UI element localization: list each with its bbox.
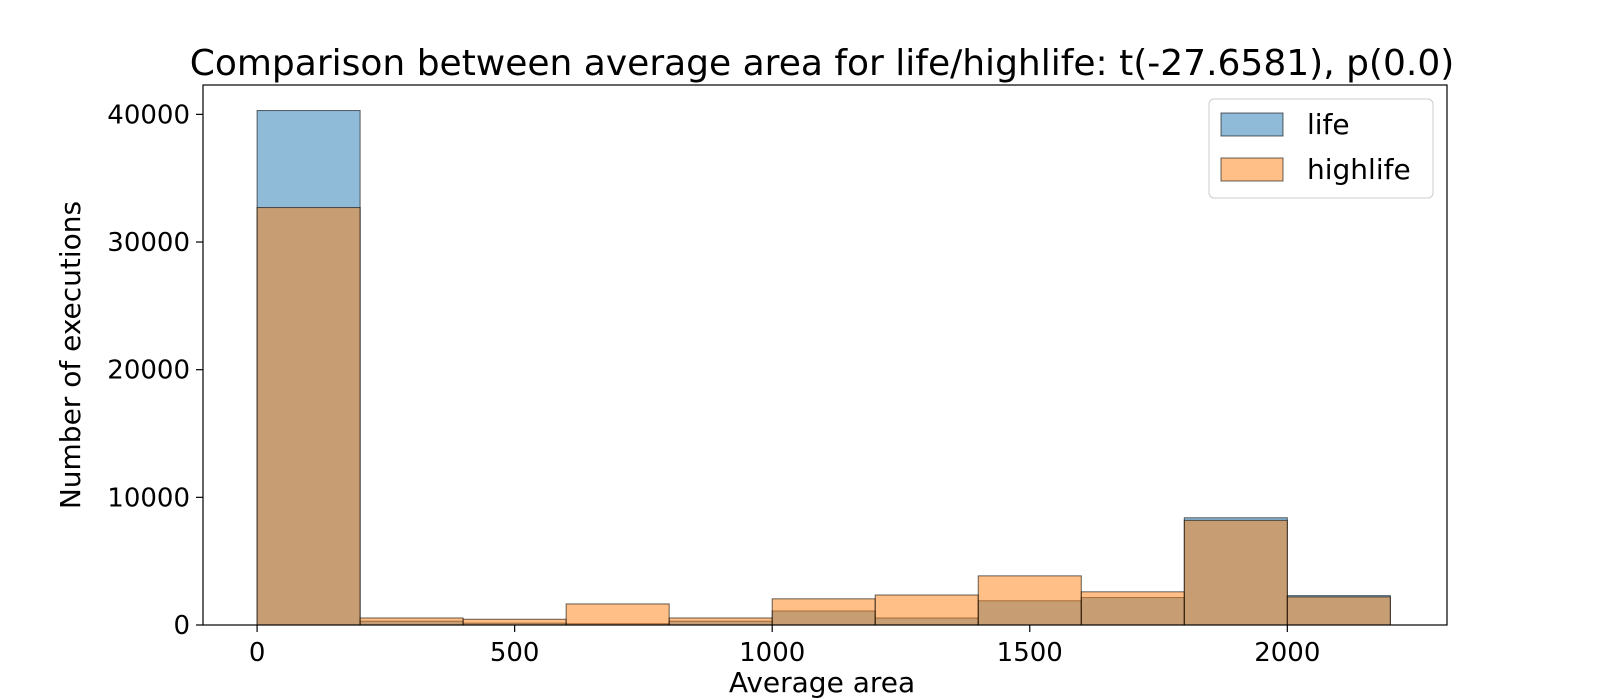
bar-highlife-bin-8: [1080, 591, 1185, 626]
legend: life highlife: [1208, 98, 1434, 199]
x-axis-label: Average area: [729, 666, 915, 699]
x-tick-label: 1000: [739, 638, 805, 668]
bar-highlife-bin-5: [771, 598, 876, 626]
bar-highlife-bin-6: [874, 594, 979, 626]
y-axis: 0 10000 20000 30000 40000: [107, 100, 203, 641]
y-tick-label: 30000: [107, 228, 190, 258]
bar-highlife-bin-10: [1286, 596, 1391, 626]
plot-frame: [202, 84, 1448, 626]
bars-layer: [256, 110, 1391, 626]
bar-highlife-bin-4: [668, 617, 773, 626]
y-tick-label: 20000: [107, 356, 190, 386]
y-tick-label: 0: [173, 611, 190, 641]
y-tick-label: 10000: [107, 483, 190, 513]
bar-highlife-bin-7: [977, 575, 1082, 626]
bar-highlife-bin-2: [462, 618, 567, 626]
bar-highlife-bin-0: [256, 207, 361, 626]
x-tick-label: 0: [249, 638, 266, 668]
legend-swatch-highlife: [1220, 157, 1284, 182]
x-tick-label: 2000: [1254, 638, 1320, 668]
chart-title: Comparison between average area for life…: [190, 43, 1455, 84]
y-axis-label: Number of executions: [54, 201, 87, 509]
x-axis: 0 500 1000 1500 2000: [249, 625, 1320, 668]
legend-label-life: life: [1307, 108, 1350, 141]
bar-highlife-bin-3: [565, 603, 670, 626]
legend-label-highlife: highlife: [1307, 153, 1411, 186]
y-tick-label: 40000: [107, 100, 190, 130]
bar-highlife-bin-1: [359, 617, 464, 626]
x-tick-label: 500: [490, 638, 540, 668]
x-tick-label: 1500: [997, 638, 1063, 668]
legend-swatch-life: [1220, 112, 1284, 137]
bar-highlife-bin-9: [1183, 519, 1288, 626]
